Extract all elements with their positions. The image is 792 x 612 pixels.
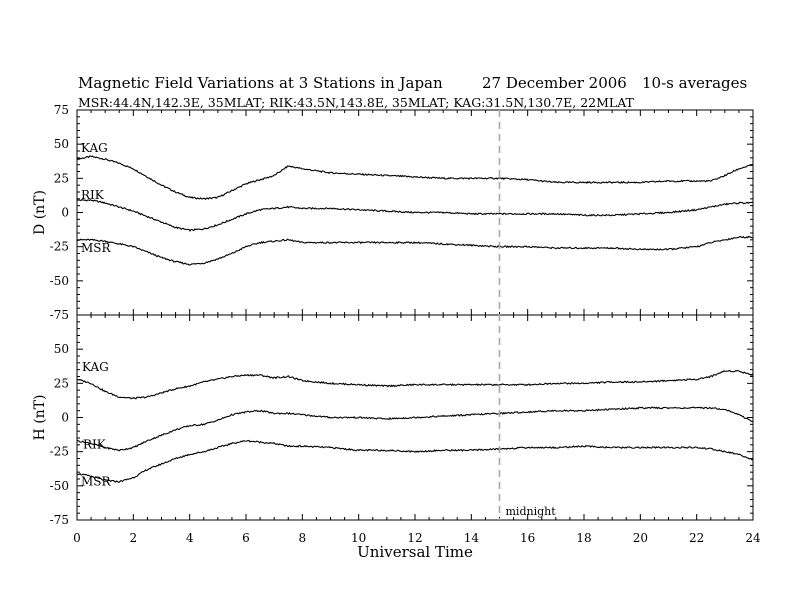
series-label-kag: KAG (81, 141, 108, 155)
y-axis-label: D (nT) (32, 190, 48, 235)
series-label-msr: MSR (81, 241, 112, 255)
series-label-kag: KAG (82, 360, 109, 374)
x-tick-label: 14 (464, 531, 480, 545)
series-label-rik: RIK (83, 438, 107, 452)
midnight-label: midnight (506, 505, 557, 518)
x-tick-label: 8 (299, 531, 307, 545)
x-axis-label: Universal Time (357, 543, 473, 561)
series-line-rik (76, 406, 754, 452)
y-tick-label: 0 (61, 411, 69, 425)
y-tick-label: -75 (50, 308, 69, 322)
chart-title: Magnetic Field Variations at 3 Stations … (78, 74, 443, 92)
y-tick-label: -75 (50, 513, 69, 527)
stations-info: MSR:44.4N,142.3E, 35MLAT; RIK:43.5N,143.… (78, 95, 634, 110)
y-tick-label: -50 (50, 274, 69, 288)
series-line-msr (76, 235, 754, 266)
x-tick-label: 10 (351, 531, 366, 545)
x-tick-label: 24 (745, 531, 761, 545)
x-tick-label: 16 (520, 531, 535, 545)
x-tick-label: 22 (689, 531, 704, 545)
series-line-msr (76, 439, 754, 483)
x-tick-label: 2 (130, 531, 138, 545)
y-tick-label: 75 (54, 103, 69, 117)
y-tick-label: -25 (50, 240, 69, 254)
series-line-kag (76, 369, 754, 400)
chart-date: 27 December 2006 (482, 74, 627, 92)
d-component-panel: -75 -50 -25 0 25 50 75 D (nT) KAG RIK MSR (32, 103, 754, 322)
y-axis-label: H (nT) (32, 395, 48, 441)
y-tick-label: 0 (61, 206, 69, 220)
series-line-kag (76, 155, 754, 201)
series-line-rik (76, 198, 754, 232)
y-tick-label: 50 (54, 342, 69, 356)
y-tick-label: -25 (50, 445, 69, 459)
y-tick-label: 50 (54, 137, 69, 151)
x-tick-label: 0 (73, 531, 81, 545)
y-tick-label: 25 (54, 171, 69, 185)
x-tick-label: 20 (633, 531, 648, 545)
x-tick-label: 6 (242, 531, 250, 545)
series-label-msr: MSR (81, 475, 112, 489)
x-tick-label: 12 (407, 531, 422, 545)
series-label-rik: RIK (81, 188, 105, 202)
y-tick-label: -50 (50, 479, 69, 493)
chart-averaging: 10-s averages (642, 74, 748, 92)
y-tick-label: 25 (54, 376, 69, 390)
x-tick-label: 18 (576, 531, 591, 545)
x-tick-label: 4 (186, 531, 194, 545)
